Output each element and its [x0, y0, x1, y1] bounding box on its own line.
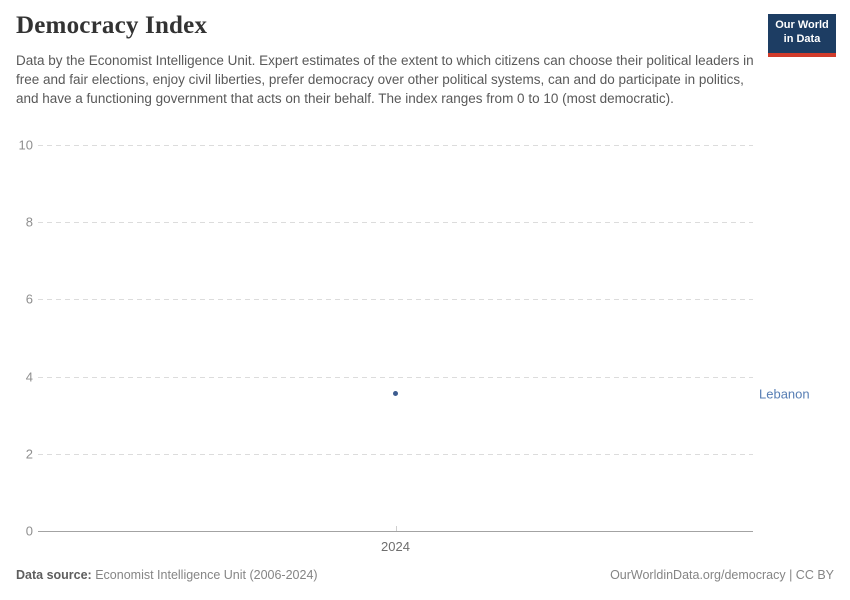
gridline — [38, 222, 753, 224]
credit-link[interactable]: OurWorldinData.org/democracy | CC BY — [610, 568, 834, 582]
x-axis-line — [38, 531, 753, 532]
chart-subtitle: Data by the Economist Intelligence Unit.… — [16, 53, 754, 106]
data-source-label: Data source: — [16, 568, 92, 582]
y-axis-tick-label: 8 — [25, 214, 33, 230]
data-point-lebanon[interactable] — [393, 391, 398, 397]
x-axis-tick-mark — [395, 526, 397, 531]
data-source-note: Data source: Economist Intelligence Unit… — [16, 568, 318, 582]
gridline — [38, 376, 753, 378]
y-axis-tick-label: 4 — [25, 369, 33, 385]
owid-logo-line1: Our World — [775, 19, 829, 31]
owid-logo-line2: in Data — [783, 33, 821, 45]
owid-logo[interactable]: Our World in Data — [768, 14, 836, 57]
data-source-value: Economist Intelligence Unit (2006-2024) — [95, 568, 318, 582]
y-axis-tick-label: 6 — [25, 291, 33, 307]
gridline — [38, 453, 753, 455]
entity-label-lebanon[interactable]: Lebanon — [759, 386, 810, 402]
x-axis-tick-label: 2024 — [381, 539, 410, 554]
y-axis-tick-label: 10 — [18, 137, 33, 153]
y-axis-tick-label: 2 — [25, 446, 33, 462]
chart-footer: Data source: Economist Intelligence Unit… — [16, 568, 834, 582]
gridline — [38, 299, 753, 301]
gridline — [38, 145, 753, 146]
y-axis-tick-label: 0 — [25, 523, 33, 539]
chart-title: Democracy Index — [16, 12, 208, 39]
